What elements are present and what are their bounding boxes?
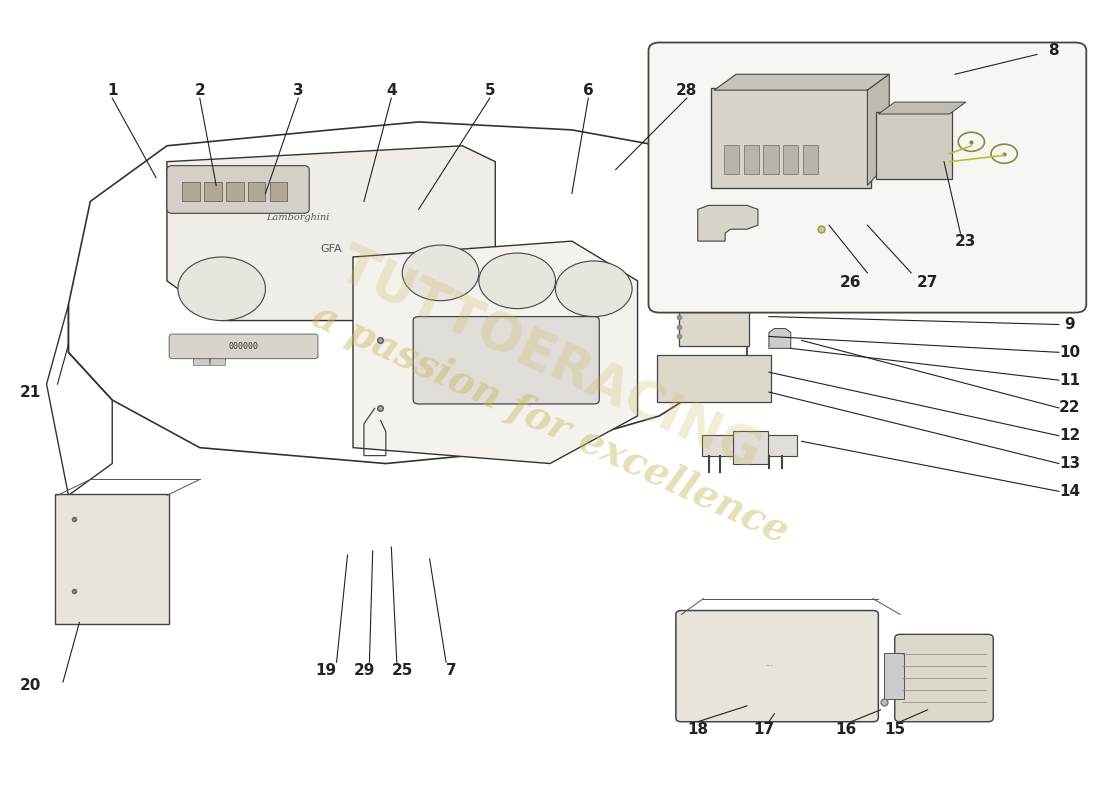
Text: 7: 7 xyxy=(447,662,456,678)
Text: 23: 23 xyxy=(955,234,977,249)
Circle shape xyxy=(556,261,632,317)
FancyBboxPatch shape xyxy=(658,354,771,402)
Polygon shape xyxy=(714,74,889,90)
FancyBboxPatch shape xyxy=(744,145,759,174)
FancyBboxPatch shape xyxy=(711,88,871,188)
Text: 3: 3 xyxy=(293,82,304,98)
Circle shape xyxy=(403,245,478,301)
Text: 000000: 000000 xyxy=(229,342,258,351)
FancyBboxPatch shape xyxy=(414,317,600,404)
Text: 6: 6 xyxy=(583,82,594,98)
Text: a passion for excellence: a passion for excellence xyxy=(306,297,794,551)
Text: 25: 25 xyxy=(392,662,412,678)
FancyBboxPatch shape xyxy=(724,145,739,174)
FancyBboxPatch shape xyxy=(205,182,222,201)
FancyBboxPatch shape xyxy=(702,435,798,457)
FancyBboxPatch shape xyxy=(248,182,265,201)
FancyBboxPatch shape xyxy=(783,145,799,174)
FancyBboxPatch shape xyxy=(194,351,209,361)
Text: 12: 12 xyxy=(1059,428,1080,443)
Text: 1: 1 xyxy=(107,82,118,98)
Text: GFA: GFA xyxy=(320,244,342,254)
Text: 29: 29 xyxy=(353,662,375,678)
Text: 16: 16 xyxy=(835,722,856,737)
Text: 26: 26 xyxy=(840,275,861,290)
Text: 5: 5 xyxy=(484,82,495,98)
FancyBboxPatch shape xyxy=(733,431,768,464)
Polygon shape xyxy=(167,146,495,321)
FancyBboxPatch shape xyxy=(679,303,749,346)
FancyBboxPatch shape xyxy=(763,145,779,174)
FancyBboxPatch shape xyxy=(803,145,818,174)
Text: 19: 19 xyxy=(315,662,337,678)
Text: ...: ... xyxy=(764,659,773,668)
FancyBboxPatch shape xyxy=(876,113,952,179)
Text: 21: 21 xyxy=(20,385,41,399)
Polygon shape xyxy=(697,206,758,241)
Text: 8: 8 xyxy=(1048,43,1059,58)
Polygon shape xyxy=(353,241,638,463)
Text: TUTTOERACING: TUTTOERACING xyxy=(330,239,770,481)
FancyBboxPatch shape xyxy=(55,494,169,624)
FancyBboxPatch shape xyxy=(167,166,309,214)
Text: 22: 22 xyxy=(1059,401,1080,415)
Polygon shape xyxy=(878,102,966,114)
FancyBboxPatch shape xyxy=(210,355,224,365)
Circle shape xyxy=(178,257,265,321)
FancyBboxPatch shape xyxy=(183,182,200,201)
Text: 14: 14 xyxy=(1059,484,1080,499)
FancyBboxPatch shape xyxy=(894,634,993,722)
Polygon shape xyxy=(868,74,889,186)
FancyBboxPatch shape xyxy=(169,334,318,358)
FancyBboxPatch shape xyxy=(226,182,243,201)
FancyBboxPatch shape xyxy=(649,42,1087,313)
FancyBboxPatch shape xyxy=(270,182,287,201)
Text: 18: 18 xyxy=(688,722,708,737)
Text: 10: 10 xyxy=(1059,345,1080,360)
Text: 4: 4 xyxy=(386,82,397,98)
Text: 17: 17 xyxy=(752,722,774,737)
Text: 20: 20 xyxy=(20,678,41,694)
Text: 28: 28 xyxy=(676,82,697,98)
Text: 27: 27 xyxy=(917,275,938,290)
Circle shape xyxy=(478,253,556,309)
Text: 15: 15 xyxy=(884,722,905,737)
FancyBboxPatch shape xyxy=(883,654,903,698)
Text: 11: 11 xyxy=(1059,373,1080,388)
FancyBboxPatch shape xyxy=(194,355,209,365)
Polygon shape xyxy=(769,329,791,348)
FancyBboxPatch shape xyxy=(210,351,224,361)
FancyBboxPatch shape xyxy=(675,610,878,722)
Text: 9: 9 xyxy=(1065,317,1075,332)
Text: 2: 2 xyxy=(195,82,206,98)
Text: Lamborghini: Lamborghini xyxy=(266,213,330,222)
Text: 13: 13 xyxy=(1059,456,1080,471)
